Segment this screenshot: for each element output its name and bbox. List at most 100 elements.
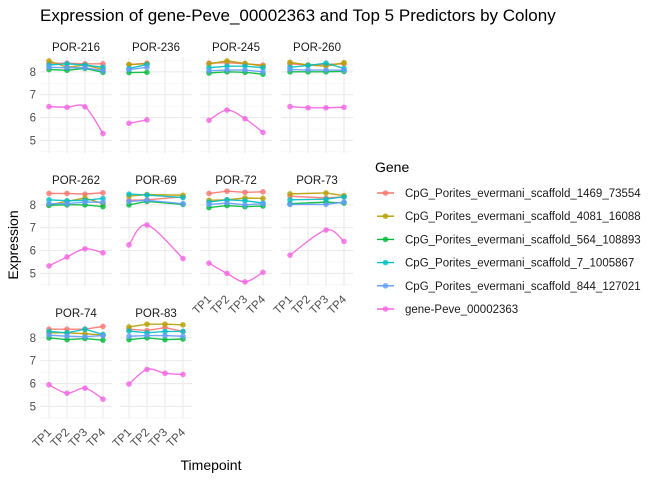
chart-title: Expression of gene-Peve_00002363 and Top… bbox=[40, 6, 556, 25]
y-axis-title: Expression bbox=[5, 210, 21, 279]
series-line bbox=[48, 63, 104, 68]
legend-label: CpG_Porites_evermani_scaffold_564_108893 bbox=[405, 234, 641, 246]
data-point bbox=[82, 191, 88, 197]
series-cpg-porites-evermani-scaffold-1469-73554 bbox=[206, 188, 266, 197]
data-point bbox=[82, 104, 88, 110]
data-point bbox=[242, 67, 248, 73]
data-point bbox=[341, 199, 347, 205]
series-gene-peve-00002363 bbox=[46, 245, 106, 269]
data-point bbox=[64, 254, 70, 260]
data-point bbox=[180, 255, 186, 262]
series-cpg-porites-evermani-scaffold-844-127021 bbox=[46, 64, 106, 74]
data-point bbox=[206, 67, 212, 74]
y-tick-label: 7 bbox=[30, 356, 36, 368]
facet-strip-label: POR-69 bbox=[135, 175, 177, 187]
data-point bbox=[82, 64, 88, 71]
legend-label: CpG_Porites_evermani_scaffold_1469_73554 bbox=[405, 188, 641, 200]
data-point bbox=[126, 61, 132, 68]
data-point bbox=[46, 197, 52, 203]
data-point bbox=[305, 104, 311, 111]
data-point bbox=[323, 201, 329, 208]
data-point bbox=[144, 366, 150, 373]
data-point bbox=[64, 61, 70, 67]
series-cpg-porites-evermani-scaffold-844-127021 bbox=[206, 67, 266, 75]
data-point bbox=[323, 60, 329, 66]
data-point bbox=[224, 188, 230, 194]
series-cpg-porites-evermani-scaffold-844-127021 bbox=[46, 199, 106, 207]
data-point bbox=[224, 63, 230, 69]
data-point bbox=[180, 328, 186, 335]
data-point bbox=[224, 270, 230, 277]
series-line bbox=[289, 68, 345, 71]
facet-panel-por-245: POR-245 bbox=[200, 42, 272, 153]
series-cpg-porites-evermani-scaffold-844-127021 bbox=[46, 332, 106, 340]
x-tick-label: TP4 bbox=[326, 293, 350, 317]
series-line bbox=[49, 192, 104, 195]
data-point bbox=[162, 328, 168, 335]
data-point bbox=[242, 279, 248, 285]
facet-panel-por-260: POR-260 bbox=[281, 42, 353, 153]
data-point bbox=[242, 63, 248, 69]
series-gene-peve-00002363 bbox=[126, 366, 186, 387]
series-line bbox=[289, 62, 345, 70]
series-line bbox=[48, 67, 104, 73]
data-point bbox=[162, 336, 168, 343]
data-point bbox=[260, 195, 266, 202]
data-point bbox=[82, 333, 88, 340]
series-line bbox=[128, 323, 184, 328]
data-point bbox=[260, 189, 266, 195]
series-line bbox=[208, 197, 264, 201]
data-point bbox=[126, 191, 132, 197]
facet-panel-por-262: POR-262 5 6 7 8 bbox=[30, 175, 112, 286]
series-gene-peve-00002363 bbox=[287, 227, 347, 258]
series-cpg-porites-evermani-scaffold-844-127021 bbox=[206, 200, 266, 208]
series-gene-peve-00002363 bbox=[126, 222, 186, 262]
data-point bbox=[46, 190, 52, 197]
y-tick-label: 5 bbox=[30, 268, 36, 280]
legend-label: CpG_Porites_evermani_scaffold_7_1005867 bbox=[405, 258, 634, 270]
data-point bbox=[287, 201, 293, 208]
facet-strip-label: POR-262 bbox=[52, 175, 100, 187]
data-point bbox=[144, 197, 150, 204]
data-point bbox=[323, 67, 329, 73]
data-point bbox=[305, 67, 311, 73]
facet-panel-por-236: POR-236 bbox=[120, 42, 192, 153]
series-cpg-porites-evermani-scaffold-4081-16088 bbox=[126, 321, 186, 330]
data-point bbox=[206, 260, 212, 266]
data-point bbox=[126, 381, 132, 387]
data-point bbox=[144, 69, 150, 76]
series-gene-peve-00002363 bbox=[126, 117, 150, 127]
series-line bbox=[49, 325, 104, 330]
data-point bbox=[100, 396, 106, 402]
legend-title: Gene bbox=[375, 159, 409, 175]
data-point bbox=[341, 238, 347, 245]
data-point bbox=[46, 103, 52, 110]
legend-label: CpG_Porites_evermani_scaffold_4081_16088 bbox=[405, 211, 641, 223]
x-tick-label: TP4 bbox=[85, 426, 109, 450]
data-point bbox=[46, 381, 52, 388]
data-point bbox=[305, 62, 311, 69]
data-point bbox=[224, 107, 230, 113]
data-point bbox=[341, 59, 347, 66]
facet-panels: POR-216 5 6 7 8 POR-236 POR-245 POR-260 POR-262 5… bbox=[30, 42, 353, 450]
data-point bbox=[46, 332, 52, 338]
data-point bbox=[100, 332, 106, 339]
series-line bbox=[128, 326, 184, 333]
series-line bbox=[289, 61, 345, 67]
legend-label: CpG_Porites_evermani_scaffold_844_127021 bbox=[405, 281, 641, 293]
y-tick-label: 7 bbox=[30, 90, 36, 102]
facet-panel-por-69: POR-69 bbox=[120, 175, 192, 286]
series-line bbox=[289, 105, 345, 109]
data-point bbox=[206, 201, 212, 208]
legend-key-point bbox=[382, 213, 389, 219]
facet-strip-label: POR-245 bbox=[212, 42, 260, 54]
series-line bbox=[208, 199, 264, 204]
legend-key-point bbox=[382, 283, 389, 289]
data-point bbox=[260, 200, 266, 207]
data-point bbox=[323, 196, 329, 202]
data-point bbox=[323, 190, 329, 196]
legend-entry: CpG_Porites_evermani_scaffold_1469_73554 bbox=[377, 188, 641, 200]
series-cpg-porites-evermani-scaffold-844-127021 bbox=[126, 332, 186, 340]
data-point bbox=[162, 370, 168, 377]
